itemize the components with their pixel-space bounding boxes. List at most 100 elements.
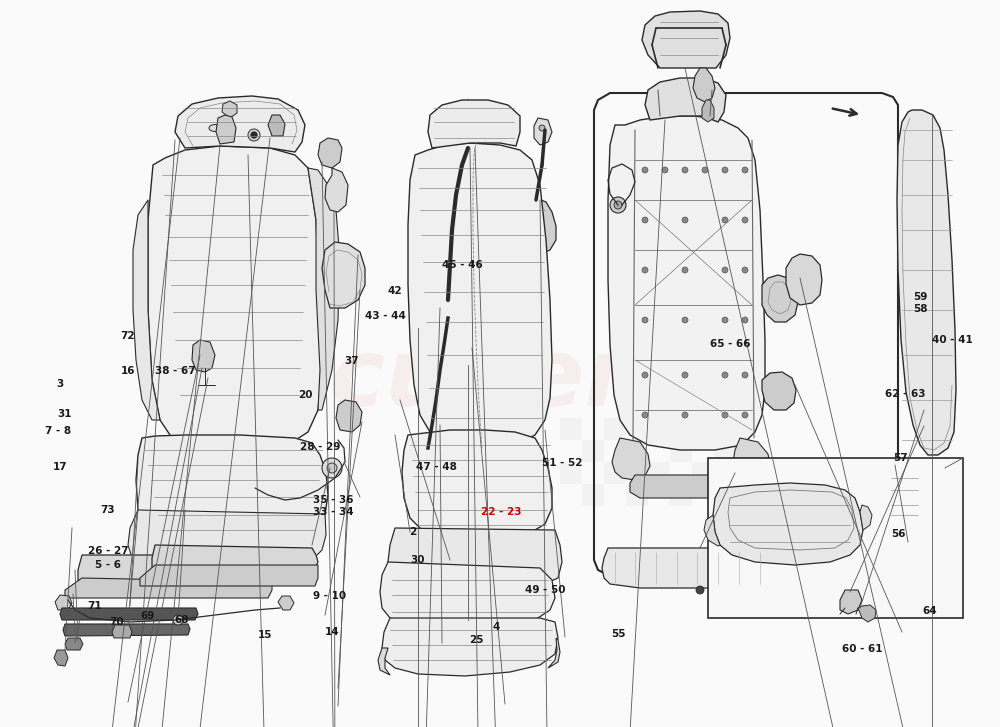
Circle shape bbox=[662, 167, 668, 173]
Circle shape bbox=[742, 412, 748, 418]
Polygon shape bbox=[278, 596, 294, 610]
Circle shape bbox=[470, 111, 478, 119]
Bar bbox=[648, 462, 670, 484]
Polygon shape bbox=[222, 101, 237, 118]
Bar bbox=[648, 418, 670, 440]
Text: 37: 37 bbox=[345, 356, 359, 366]
Bar bbox=[560, 462, 582, 484]
Bar bbox=[462, 340, 482, 358]
Polygon shape bbox=[308, 168, 340, 410]
Polygon shape bbox=[216, 115, 236, 144]
Circle shape bbox=[742, 167, 748, 173]
Polygon shape bbox=[336, 400, 362, 432]
Bar bbox=[670, 484, 692, 506]
Polygon shape bbox=[460, 100, 490, 148]
Circle shape bbox=[539, 125, 545, 131]
Text: 3: 3 bbox=[56, 379, 64, 389]
Bar bbox=[604, 418, 626, 440]
Polygon shape bbox=[136, 435, 328, 545]
Polygon shape bbox=[642, 11, 730, 68]
Text: 20: 20 bbox=[298, 390, 312, 400]
Text: 59: 59 bbox=[913, 292, 927, 302]
Text: 60 - 61: 60 - 61 bbox=[842, 644, 882, 654]
Polygon shape bbox=[888, 465, 920, 526]
Text: 26 - 27: 26 - 27 bbox=[88, 546, 128, 556]
Bar bbox=[708, 458, 963, 618]
Circle shape bbox=[702, 167, 708, 173]
Text: 28 - 29: 28 - 29 bbox=[300, 442, 340, 452]
Text: 15: 15 bbox=[258, 630, 272, 640]
Polygon shape bbox=[437, 244, 472, 318]
Text: 38 - 67: 38 - 67 bbox=[155, 366, 195, 376]
Polygon shape bbox=[402, 430, 552, 540]
Polygon shape bbox=[112, 625, 132, 638]
Circle shape bbox=[248, 129, 260, 141]
Polygon shape bbox=[175, 96, 305, 152]
Polygon shape bbox=[762, 372, 796, 410]
Circle shape bbox=[642, 167, 648, 173]
Text: 35 - 36: 35 - 36 bbox=[313, 495, 353, 505]
Polygon shape bbox=[608, 116, 765, 450]
Circle shape bbox=[413, 323, 423, 333]
Bar bbox=[692, 462, 714, 484]
Polygon shape bbox=[408, 143, 552, 447]
Circle shape bbox=[682, 167, 688, 173]
Polygon shape bbox=[548, 638, 560, 668]
Circle shape bbox=[722, 167, 728, 173]
Text: 45 - 46: 45 - 46 bbox=[442, 260, 482, 270]
Bar bbox=[714, 440, 736, 462]
Ellipse shape bbox=[209, 124, 221, 132]
Polygon shape bbox=[63, 624, 190, 636]
Circle shape bbox=[173, 615, 183, 625]
Text: 25: 25 bbox=[469, 635, 483, 645]
Polygon shape bbox=[897, 110, 956, 455]
Text: 70: 70 bbox=[110, 617, 124, 627]
Polygon shape bbox=[702, 100, 714, 122]
Bar bbox=[714, 484, 736, 506]
Circle shape bbox=[682, 372, 688, 378]
Text: 71: 71 bbox=[88, 601, 102, 611]
Circle shape bbox=[722, 372, 728, 378]
Polygon shape bbox=[378, 648, 390, 675]
Polygon shape bbox=[60, 608, 198, 620]
Text: 51 - 52: 51 - 52 bbox=[542, 458, 582, 468]
Polygon shape bbox=[522, 198, 556, 254]
Circle shape bbox=[742, 372, 748, 378]
Circle shape bbox=[251, 132, 257, 138]
Polygon shape bbox=[534, 118, 552, 145]
Polygon shape bbox=[602, 548, 775, 588]
Circle shape bbox=[642, 412, 648, 418]
Circle shape bbox=[423, 298, 437, 312]
Polygon shape bbox=[762, 275, 798, 322]
Circle shape bbox=[722, 267, 728, 273]
Circle shape bbox=[742, 217, 748, 223]
Bar bbox=[560, 418, 582, 440]
Text: 14: 14 bbox=[325, 627, 339, 638]
Text: 64: 64 bbox=[923, 606, 937, 616]
Text: 57: 57 bbox=[893, 453, 907, 463]
Text: 31: 31 bbox=[58, 409, 72, 419]
Circle shape bbox=[642, 372, 648, 378]
Bar bbox=[604, 462, 626, 484]
Polygon shape bbox=[428, 100, 520, 148]
Bar bbox=[670, 440, 692, 462]
Text: 5 - 6: 5 - 6 bbox=[95, 560, 121, 570]
Polygon shape bbox=[786, 254, 822, 305]
Circle shape bbox=[682, 267, 688, 273]
Text: 33 - 34: 33 - 34 bbox=[313, 507, 353, 517]
Polygon shape bbox=[152, 545, 318, 570]
Circle shape bbox=[642, 267, 648, 273]
Circle shape bbox=[722, 412, 728, 418]
Polygon shape bbox=[380, 562, 555, 628]
Polygon shape bbox=[693, 68, 715, 102]
Text: 68: 68 bbox=[175, 615, 189, 625]
Polygon shape bbox=[192, 340, 215, 372]
Bar bbox=[626, 440, 648, 462]
Bar bbox=[582, 484, 604, 506]
Text: 58: 58 bbox=[913, 304, 927, 314]
Text: 30: 30 bbox=[411, 555, 425, 565]
Polygon shape bbox=[325, 168, 348, 212]
Text: 17: 17 bbox=[53, 462, 67, 473]
Polygon shape bbox=[645, 78, 726, 122]
Polygon shape bbox=[840, 590, 862, 614]
